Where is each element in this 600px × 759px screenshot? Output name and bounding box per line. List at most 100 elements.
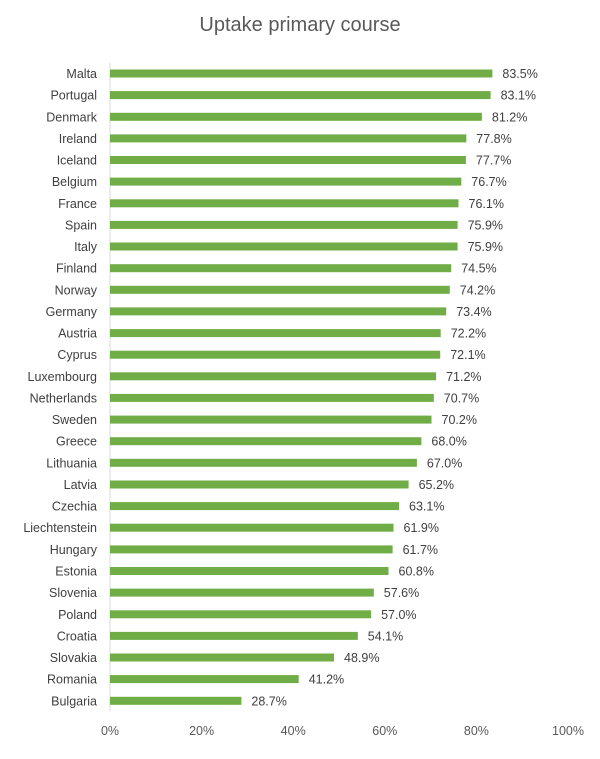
category-label: Slovenia (49, 586, 97, 600)
category-label: Lithuania (46, 456, 97, 470)
data-label: 70.7% (444, 391, 479, 405)
data-label: 61.9% (404, 521, 439, 535)
category-label: Denmark (46, 110, 97, 124)
bar (110, 502, 399, 511)
bar (110, 480, 409, 489)
category-label: Hungary (50, 543, 98, 557)
x-tick-label: 80% (464, 724, 489, 738)
bar (110, 199, 459, 208)
data-label: 70.2% (442, 413, 477, 427)
data-label: 75.9% (468, 218, 503, 232)
data-label: 57.6% (384, 586, 419, 600)
category-label: Czechia (52, 500, 97, 514)
bar (110, 350, 441, 359)
x-tick-labels-group: 0% 20% 40% 60% 80% 100% (101, 724, 584, 738)
category-label: Austria (58, 327, 97, 341)
bar (110, 307, 447, 316)
bar (110, 696, 242, 705)
category-label: Finland (56, 262, 97, 276)
data-label: 81.2% (492, 110, 527, 124)
category-label: Ireland (59, 132, 97, 146)
category-label: Malta (66, 67, 97, 81)
data-label: 54.1% (368, 629, 403, 643)
category-label: Croatia (57, 629, 97, 643)
value-labels-group: 83.5% 83.1% 81.2% 77.8% 77.7% 76.7% 76.1% 75.9%… (251, 67, 537, 708)
bar (110, 220, 458, 229)
bar (110, 134, 467, 143)
category-label: Slovakia (50, 651, 97, 665)
bars-group (110, 69, 493, 705)
bar (110, 393, 434, 402)
category-label: Bulgaria (51, 694, 97, 708)
chart-title: Uptake primary course (199, 14, 401, 36)
data-label: 57.0% (381, 608, 416, 622)
data-label: 83.5% (502, 67, 537, 81)
data-label: 74.5% (461, 262, 496, 276)
category-label: Latvia (64, 478, 97, 492)
bar (110, 285, 450, 294)
x-tick-label: 60% (372, 724, 397, 738)
category-label: Belgium (52, 175, 97, 189)
bar (110, 156, 466, 164)
bar (110, 415, 432, 424)
category-label: Iceland (57, 154, 97, 168)
data-label: 65.2% (419, 478, 454, 492)
data-label: 76.7% (471, 175, 506, 189)
category-label: Romania (47, 673, 97, 687)
category-label: France (58, 197, 97, 211)
bar (110, 372, 437, 381)
x-tick-label: 40% (281, 724, 306, 738)
data-label: 67.0% (427, 456, 462, 470)
category-label: Greece (56, 435, 97, 449)
data-label: 73.4% (456, 305, 491, 319)
bar (110, 588, 374, 597)
data-label: 72.1% (450, 348, 485, 362)
bar (110, 523, 394, 532)
bar (110, 264, 452, 273)
category-label: Cyprus (57, 348, 97, 362)
bar (110, 91, 491, 100)
bar (110, 631, 358, 640)
x-tick-label: 20% (189, 724, 214, 738)
bar (110, 437, 422, 446)
category-labels-group: Malta Portugal Denmark Ireland Iceland Belgiu… (23, 67, 97, 708)
x-tick-label: 100% (552, 724, 584, 738)
data-label: 41.2% (309, 673, 344, 687)
category-label: Spain (65, 218, 97, 232)
category-label: Portugal (50, 89, 97, 103)
bar (110, 329, 441, 338)
data-label: 28.7% (251, 694, 286, 708)
data-label: 63.1% (409, 500, 444, 514)
bar (110, 545, 393, 554)
bar (110, 653, 334, 662)
category-label: Sweden (52, 413, 97, 427)
data-label: 77.7% (476, 154, 511, 168)
category-label: Germany (46, 305, 98, 319)
category-label: Norway (55, 283, 98, 297)
data-label: 76.1% (469, 197, 504, 211)
category-label: Liechtenstein (23, 521, 97, 535)
bar (110, 610, 372, 619)
data-label: 60.8% (399, 565, 434, 579)
bar (110, 242, 458, 251)
category-label: Estonia (55, 565, 97, 579)
data-label: 74.2% (460, 283, 495, 297)
data-label: 72.2% (451, 327, 486, 341)
category-label: Poland (58, 608, 97, 622)
data-label: 83.1% (501, 89, 536, 103)
bar (110, 567, 389, 575)
x-tick-label: 0% (101, 724, 119, 738)
category-label: Luxembourg (28, 370, 98, 384)
data-label: 77.8% (476, 132, 511, 146)
data-label: 71.2% (446, 370, 481, 384)
data-label: 61.7% (403, 543, 438, 557)
bar (110, 69, 493, 78)
category-label: Netherlands (30, 391, 97, 405)
bar (110, 177, 462, 186)
data-label: 48.9% (344, 651, 379, 665)
data-label: 75.9% (468, 240, 503, 254)
category-label: Italy (74, 240, 98, 254)
bar (110, 112, 482, 121)
bar (110, 675, 299, 684)
